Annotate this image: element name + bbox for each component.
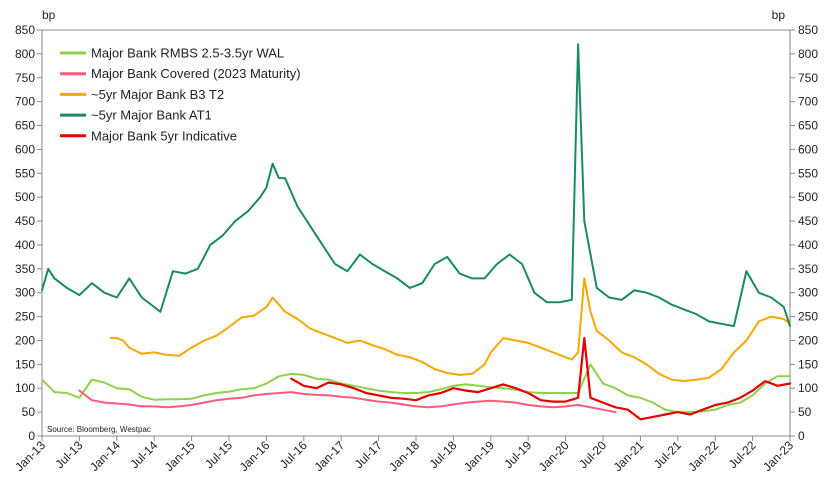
legend-label: ~5yr Major Bank B3 T2	[91, 87, 224, 102]
y-tick-label-left: 650	[15, 119, 35, 133]
x-tick-label: Jul-18	[427, 438, 460, 471]
y-tick-label-right: 800	[798, 47, 818, 61]
y-tick-label-left: 250	[15, 310, 35, 324]
y-tick-label-right: 600	[798, 142, 818, 156]
y-tick-label-right: 150	[798, 357, 818, 371]
y-axis-label-right: bp	[772, 8, 786, 22]
series-line-1	[41, 363, 791, 414]
x-tick-label: Jul-20	[576, 438, 609, 471]
y-tick-label-left: 100	[15, 381, 35, 395]
series-line-4	[41, 43, 791, 328]
y-tick-label-left: 600	[15, 142, 35, 156]
y-tick-label-left: 550	[15, 166, 35, 180]
legend-label: ~5yr Major Bank AT1	[91, 108, 212, 123]
x-tick-label: Jan-22	[685, 438, 721, 474]
x-tick-label: Jan-21	[611, 438, 647, 474]
x-tick-label: Jan-19	[461, 438, 497, 474]
y-tick-label-left: 300	[15, 286, 35, 300]
y-tick-label-left: 700	[15, 95, 35, 109]
y-tick-label-right: 550	[798, 166, 818, 180]
x-tick-label: Jan-18	[386, 438, 422, 474]
x-tick-label: Jul-19	[501, 438, 534, 471]
y-tick-label-left: 800	[15, 47, 35, 61]
y-axis-label-left: bp	[42, 8, 56, 22]
x-tick-label: Jul-22	[726, 438, 759, 471]
x-tick-label: Jul-15	[202, 438, 235, 471]
series-line-5	[290, 337, 792, 421]
x-tick-label: Jul-16	[277, 438, 310, 471]
y-tick-label-left: 450	[15, 214, 35, 228]
legend-label: Major Bank RMBS 2.5-3.5yr WAL	[91, 46, 284, 61]
y-tick-label-right: 850	[798, 23, 818, 37]
x-tick-label: Jan-14	[87, 438, 123, 474]
y-tick-label-right: 350	[798, 262, 818, 276]
x-tick-label: Jul-21	[651, 438, 684, 471]
x-tick-label: Jul-13	[53, 438, 86, 471]
y-tick-label-left: 200	[15, 333, 35, 347]
y-tick-label-right: 250	[798, 310, 818, 324]
y-tick-label-left: 50	[22, 405, 36, 419]
series-layer	[41, 43, 792, 421]
y-tick-label-right: 50	[798, 405, 812, 419]
series-line-3	[109, 277, 791, 383]
y-tick-label-right: 700	[798, 95, 818, 109]
y-tick-label-left: 400	[15, 238, 35, 252]
y-tick-label-left: 150	[15, 357, 35, 371]
legend-label: Major Bank Covered (2023 Maturity)	[91, 66, 301, 81]
x-tick-label: Jul-14	[127, 438, 160, 471]
y-tick-label-right: 100	[798, 381, 818, 395]
y-tick-label-left: 750	[15, 71, 35, 85]
y-tick-label-left: 850	[15, 23, 35, 37]
y-tick-label-right: 500	[798, 190, 818, 204]
y-tick-label-right: 200	[798, 333, 818, 347]
y-tick-label-right: 450	[798, 214, 818, 228]
x-tick-label: Jan-16	[237, 438, 273, 474]
x-tick-label: Jan-15	[162, 438, 198, 474]
y-tick-label-left: 500	[15, 190, 35, 204]
x-tick-label: Jan-20	[536, 438, 572, 474]
y-tick-label-left: 350	[15, 262, 35, 276]
y-tick-label-right: 400	[798, 238, 818, 252]
x-tick-label: Jan-17	[311, 438, 347, 474]
y-tick-label-right: 750	[798, 71, 818, 85]
source-note: Source: Bloomberg, Westpac	[47, 425, 151, 434]
legend-label: Major Bank 5yr Indicative	[91, 128, 237, 143]
series-line-2	[78, 389, 617, 414]
x-tick-label: Jan-23	[760, 438, 796, 474]
y-tick-label-left: 0	[28, 429, 35, 443]
y-tick-label-right: 0	[798, 429, 805, 443]
x-tick-label: Jul-17	[352, 438, 385, 471]
y-tick-label-right: 650	[798, 119, 818, 133]
y-tick-label-right: 300	[798, 286, 818, 300]
x-tick-label: Jan-13	[12, 438, 48, 474]
legend: Major Bank RMBS 2.5-3.5yr WAL Major Bank …	[60, 46, 301, 143]
